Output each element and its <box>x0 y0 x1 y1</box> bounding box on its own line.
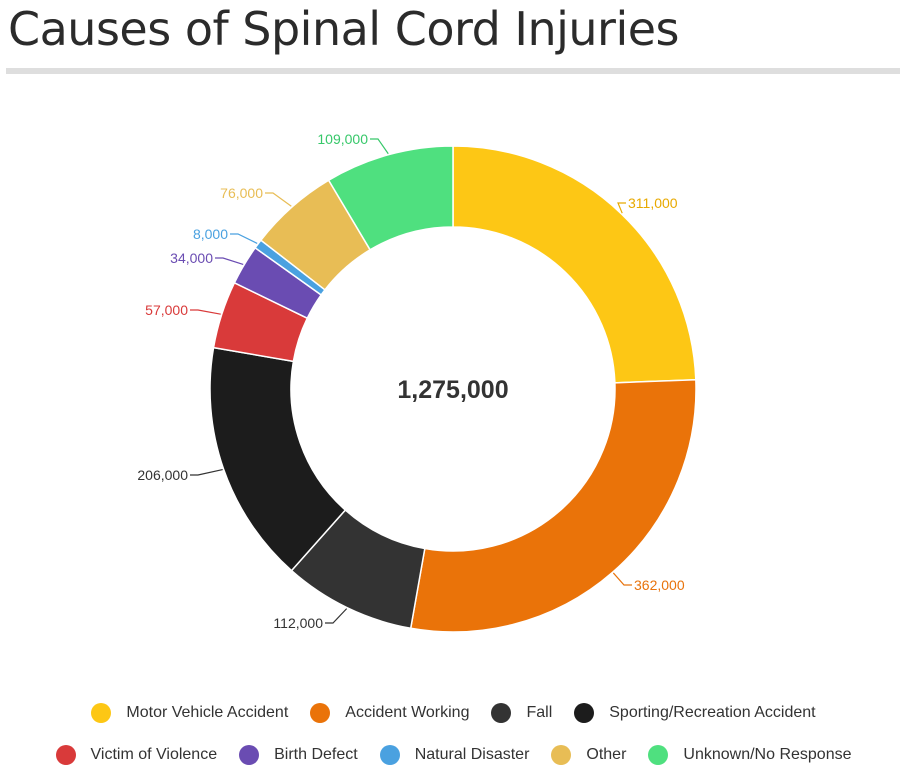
legend-item-sporting-recreation-accident[interactable]: Sporting/Recreation Accident <box>574 703 816 723</box>
legend-label: Victim of Violence <box>90 746 218 763</box>
legend-row-1: Motor Vehicle Accident Accident Working Fa… <box>0 703 907 723</box>
leader-line-birth-defect <box>215 257 244 265</box>
legend-swatch <box>648 745 669 765</box>
legend-label: Motor Vehicle Accident <box>126 704 289 721</box>
data-label-natural-disaster: 8,000 <box>193 226 228 242</box>
legend-swatch <box>574 703 595 723</box>
legend-swatch <box>551 745 572 765</box>
slice-accident-working <box>409 378 697 633</box>
data-label-birth-defect: 34,000 <box>170 250 213 266</box>
legend-label: Sporting/Recreation Accident <box>609 704 816 721</box>
legend-item-motor-vehicle-accident[interactable]: Motor Vehicle Accident <box>91 703 288 723</box>
data-label-motor-vehicle-accident: 311,000 <box>628 195 678 211</box>
title-divider <box>6 68 900 74</box>
data-label-accident-working: 362,000 <box>634 577 685 593</box>
legend-swatch <box>91 703 112 723</box>
legend-item-birth-defect[interactable]: Birth Defect <box>239 745 358 765</box>
slice-unknown-no-response <box>327 145 454 251</box>
data-label-victim-of-violence: 57,000 <box>145 302 188 318</box>
legend-swatch <box>239 745 260 765</box>
center-total-label: 1,275,000 <box>397 376 508 404</box>
legend-swatch <box>379 745 400 765</box>
legend-row-2: Victim of Violence Birth Defect Natural Di… <box>0 745 907 765</box>
legend-item-natural-disaster[interactable]: Natural Disaster <box>379 745 530 765</box>
legend-swatch <box>310 703 331 723</box>
legend-item-accident-working[interactable]: Accident Working <box>310 703 469 723</box>
leader-line-other <box>265 192 292 207</box>
data-label-unknown-no-response: 109,000 <box>317 131 368 147</box>
leader-line-sporting-recreation-accident <box>190 468 223 476</box>
legend-item-unknown-no-response[interactable]: Unknown/No Response <box>648 745 852 765</box>
leader-line-natural-disaster <box>230 233 258 244</box>
leader-line-motor-vehicle-accident <box>617 202 626 214</box>
legend-item-other[interactable]: Other <box>551 745 626 765</box>
legend-label: Accident Working <box>345 704 470 721</box>
legend-label: Natural Disaster <box>414 746 530 763</box>
legend-label: Unknown/No Response <box>683 746 852 763</box>
legend-label: Other <box>586 746 627 763</box>
legend-label: Birth Defect <box>274 746 358 763</box>
legend-label: Fall <box>526 704 553 721</box>
leader-line-fall <box>325 608 348 624</box>
legend-item-fall[interactable]: Fall <box>491 703 552 723</box>
legend-swatch <box>491 703 512 723</box>
legend-item-victim-of-violence[interactable]: Victim of Violence <box>55 745 218 765</box>
data-label-sporting-recreation-accident: 206,000 <box>137 467 188 483</box>
slice-motor-vehicle-accident <box>452 145 697 384</box>
data-label-fall: 112,000 <box>273 615 323 631</box>
page-title: Causes of Spinal Cord Injuries <box>8 2 680 56</box>
leader-line-accident-working <box>612 572 632 586</box>
donut-chart: 311,000 362,000 112,000 206,000 57,000 34,000… <box>137 131 697 633</box>
legend-swatch <box>55 745 76 765</box>
leader-line-victim-of-violence <box>190 309 221 315</box>
leader-line-unknown-no-response <box>370 138 389 155</box>
data-label-other: 76,000 <box>220 185 263 201</box>
